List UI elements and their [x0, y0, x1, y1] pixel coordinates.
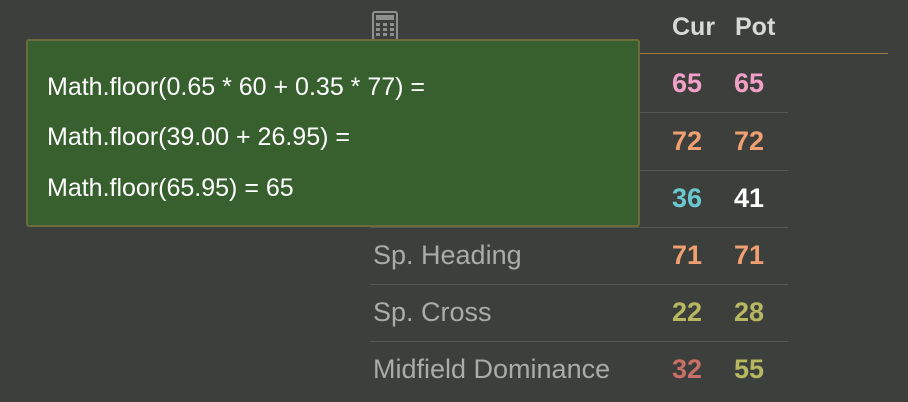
attribute-label: Sp. Cross: [373, 297, 492, 327]
calculator-icon[interactable]: [371, 11, 399, 41]
current-value: 32: [672, 354, 703, 384]
attribute-row: Midfield Dominance 32 55: [370, 341, 788, 398]
potential-value: 55: [734, 354, 765, 384]
formula-tooltip: Math.floor(0.65 * 60 + 0.35 * 77) = Math…: [26, 39, 640, 227]
potential-column-header[interactable]: Pot: [735, 13, 776, 41]
formula-line: Math.floor(39.00 + 26.95) =: [47, 123, 350, 151]
attribute-label: Sp. Heading: [373, 240, 522, 270]
current-value: 72: [672, 126, 703, 156]
potential-value: 65: [734, 68, 765, 98]
current-value: 65: [672, 68, 703, 98]
potential-value: 71: [734, 240, 765, 270]
potential-value: 28: [734, 297, 765, 327]
potential-value: 41: [734, 183, 765, 213]
formula-line: Math.floor(0.65 * 60 + 0.35 * 77) =: [47, 73, 426, 101]
current-value: 36: [672, 183, 703, 213]
attribute-label: Midfield Dominance: [373, 354, 611, 384]
current-column-header[interactable]: Cur: [672, 13, 716, 41]
attribute-row: 36 41: [370, 170, 788, 228]
attribute-row: 72 72: [370, 113, 788, 171]
potential-value: 72: [734, 126, 765, 156]
formula-result-line: Math.floor(65.95) = 65: [47, 174, 294, 202]
current-value: 22: [672, 297, 703, 327]
attribute-row: Sp. Heading 71 71: [370, 227, 788, 285]
attribute-row: Sp. Cross 22 28: [370, 284, 788, 342]
current-value: 71: [672, 240, 703, 270]
